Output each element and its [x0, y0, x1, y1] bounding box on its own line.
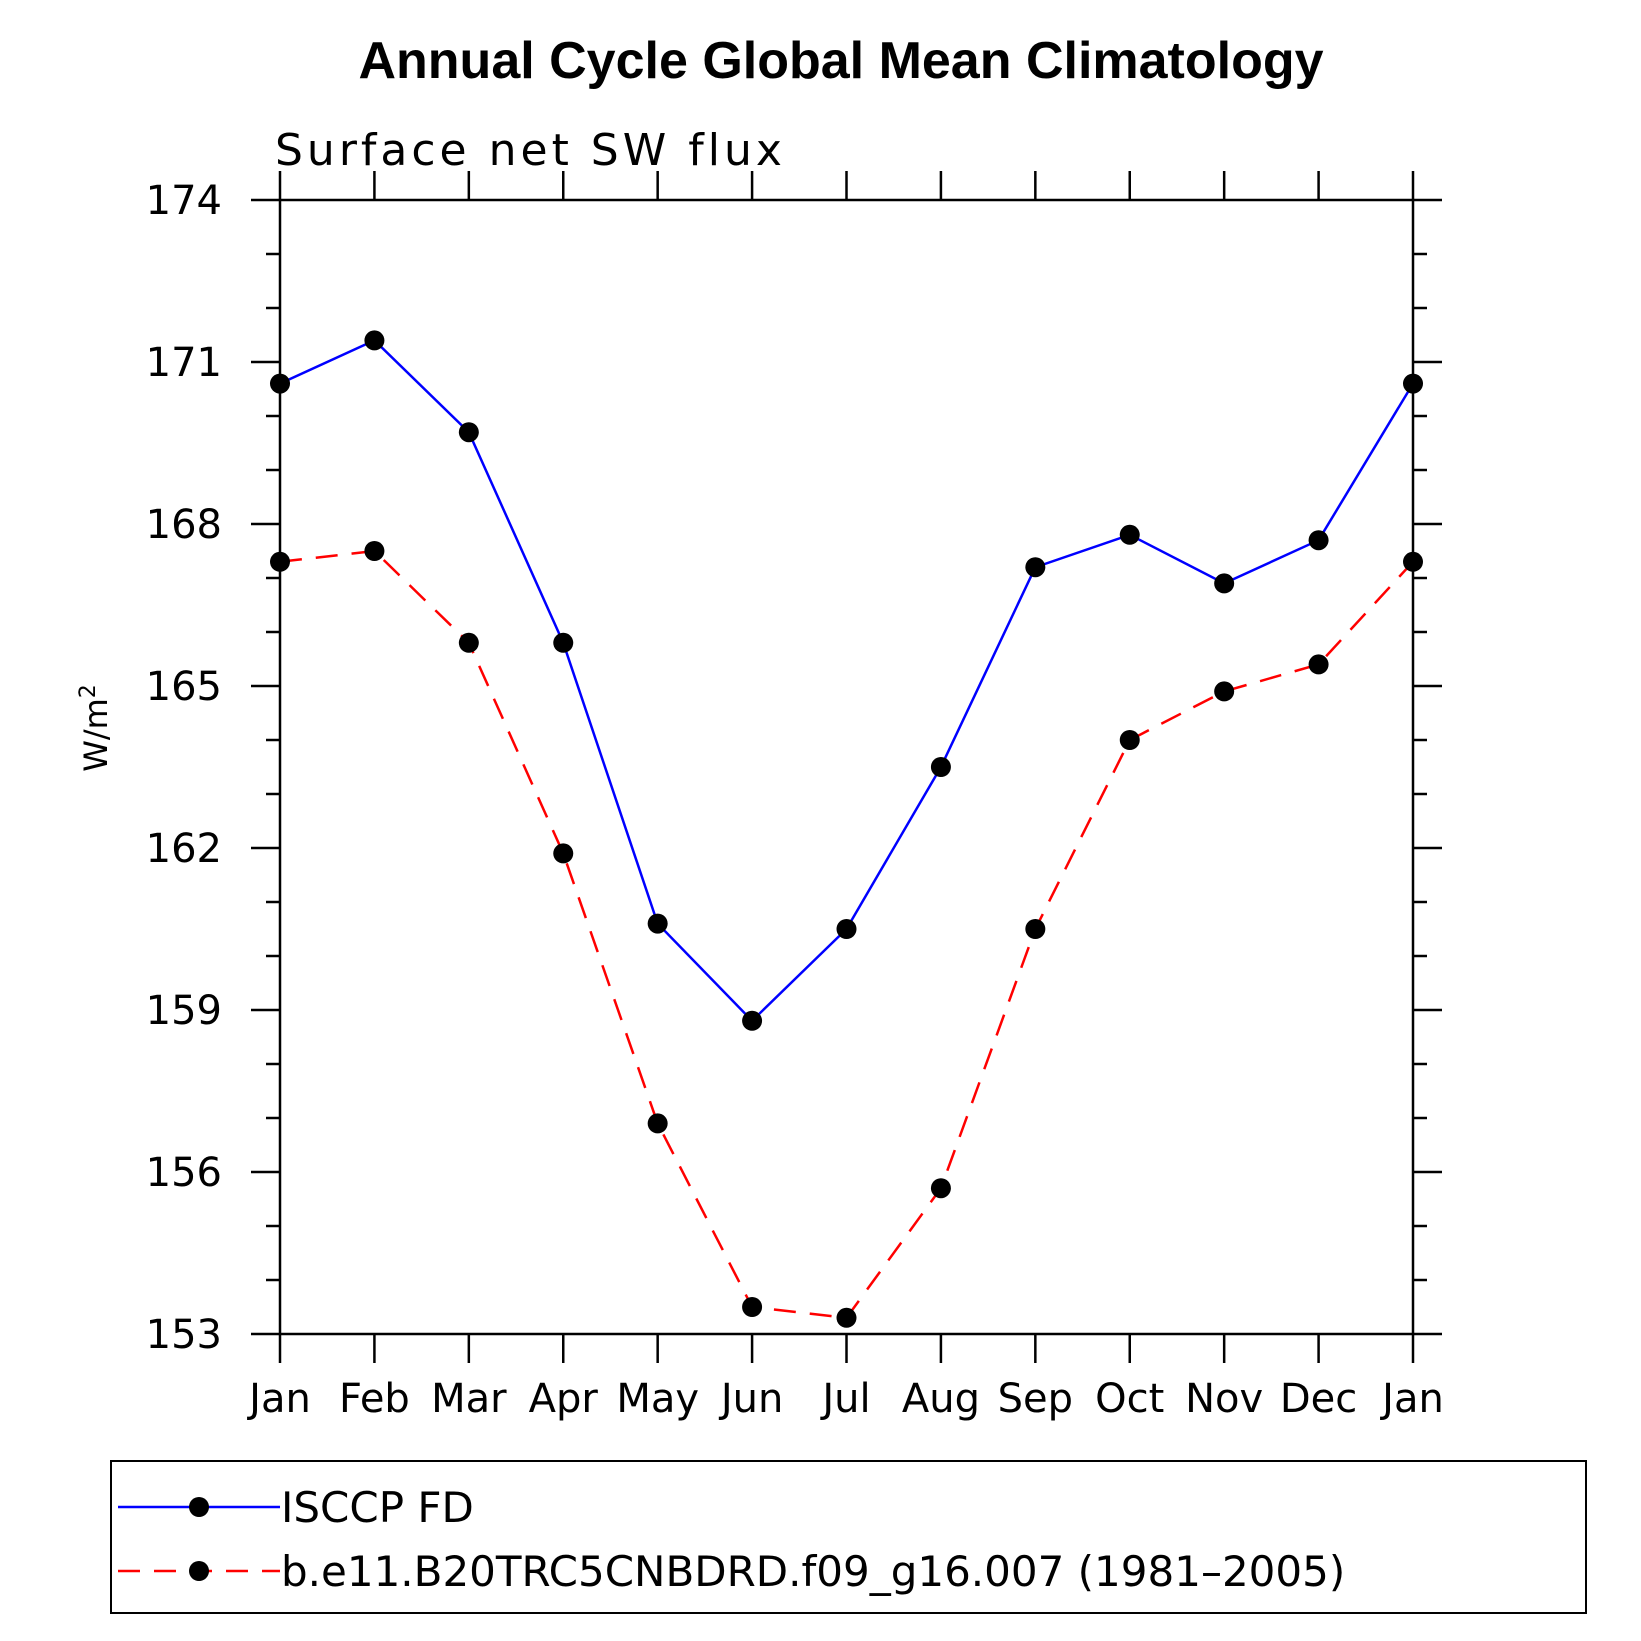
- y-tick-label: 162: [146, 826, 222, 872]
- series-point: [742, 1297, 763, 1317]
- y-tick-label: 153: [146, 1312, 222, 1358]
- series-point: [742, 1010, 763, 1031]
- series-point: [1119, 730, 1140, 750]
- series-point: [836, 919, 857, 939]
- x-tick-label: Jan: [246, 1376, 311, 1422]
- series-point: [270, 551, 290, 572]
- x-tick-label: Mar: [431, 1376, 507, 1422]
- axes: 153 156 159 162 165 168 171 174 Jan Feb Mar Apr May J…: [146, 171, 1444, 1422]
- series-point: [364, 541, 385, 561]
- series-line: [279, 338, 1415, 1023]
- x-tick-label: Jul: [819, 1376, 870, 1422]
- series-point: [270, 373, 290, 394]
- x-tick-label: Apr: [529, 1376, 599, 1422]
- x-tick-label: Dec: [1280, 1376, 1357, 1422]
- y-tick-label: 174: [146, 178, 222, 224]
- series-point: [1025, 557, 1046, 578]
- series-point: [1403, 373, 1423, 394]
- series-point: [458, 422, 479, 443]
- y-axis-label-superscript: 2: [76, 684, 101, 698]
- chart-subtitle: Surface net SW flux: [275, 125, 786, 176]
- legend-marker: [189, 1561, 209, 1581]
- series-point: [1308, 654, 1329, 675]
- series-point: [458, 632, 479, 653]
- plot-frame: [278, 198, 1415, 1336]
- y-tick-label: 165: [146, 664, 222, 710]
- x-tick-label: May: [616, 1376, 699, 1422]
- chart-title: Annual Cycle Global Mean Climatology: [358, 32, 1323, 90]
- series-point: [930, 757, 951, 777]
- legend-label: ISCCP FD: [281, 1483, 474, 1532]
- series-layer: [270, 330, 1423, 1328]
- series-point: [647, 913, 668, 934]
- x-tick-label: Feb: [339, 1376, 410, 1422]
- x-tick-label: Oct: [1095, 1376, 1164, 1422]
- legend: ISCCP FD b.e11.B20TRC5CNBDRD.f09_g16.007 …: [110, 1460, 1587, 1614]
- series-point: [1119, 524, 1140, 545]
- x-tick-label: Jan: [1379, 1376, 1444, 1422]
- series-point: [647, 1113, 668, 1134]
- series-point: [553, 632, 574, 653]
- x-tick-label: Aug: [902, 1376, 980, 1422]
- legend-label: b.e11.B20TRC5CNBDRD.f09_g16.007 (1981–20…: [281, 1547, 1345, 1596]
- y-tick-label: 159: [146, 988, 222, 1034]
- series-point: [836, 1307, 857, 1328]
- y-axis-label: W/m2: [76, 684, 116, 772]
- y-tick-label: 171: [146, 340, 222, 386]
- series-point: [364, 330, 385, 351]
- series-point: [930, 1178, 951, 1199]
- series-point: [1403, 551, 1423, 572]
- legend-marker: [189, 1497, 209, 1517]
- y-tick-label: 156: [146, 1150, 222, 1196]
- series-point: [1214, 573, 1235, 594]
- x-tick-label: Nov: [1185, 1376, 1263, 1422]
- legend-box: [110, 1460, 1587, 1614]
- y-axis-label-text: W/m: [77, 698, 115, 772]
- series-point: [1308, 530, 1329, 551]
- series-point: [553, 843, 574, 864]
- series-point: [1025, 919, 1046, 939]
- series-point: [1214, 681, 1235, 702]
- x-tick-label: Sep: [998, 1376, 1073, 1422]
- y-tick-label: 168: [146, 502, 222, 548]
- x-tick-label: Jun: [718, 1376, 784, 1422]
